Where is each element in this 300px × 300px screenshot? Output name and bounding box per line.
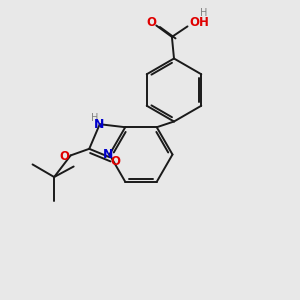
Text: N: N xyxy=(94,118,104,131)
Text: H: H xyxy=(91,112,98,123)
Text: O: O xyxy=(60,150,70,164)
Text: O: O xyxy=(111,155,121,168)
Text: H: H xyxy=(200,8,208,18)
Text: N: N xyxy=(103,148,113,161)
Text: OH: OH xyxy=(189,16,209,29)
Text: O: O xyxy=(146,16,156,29)
